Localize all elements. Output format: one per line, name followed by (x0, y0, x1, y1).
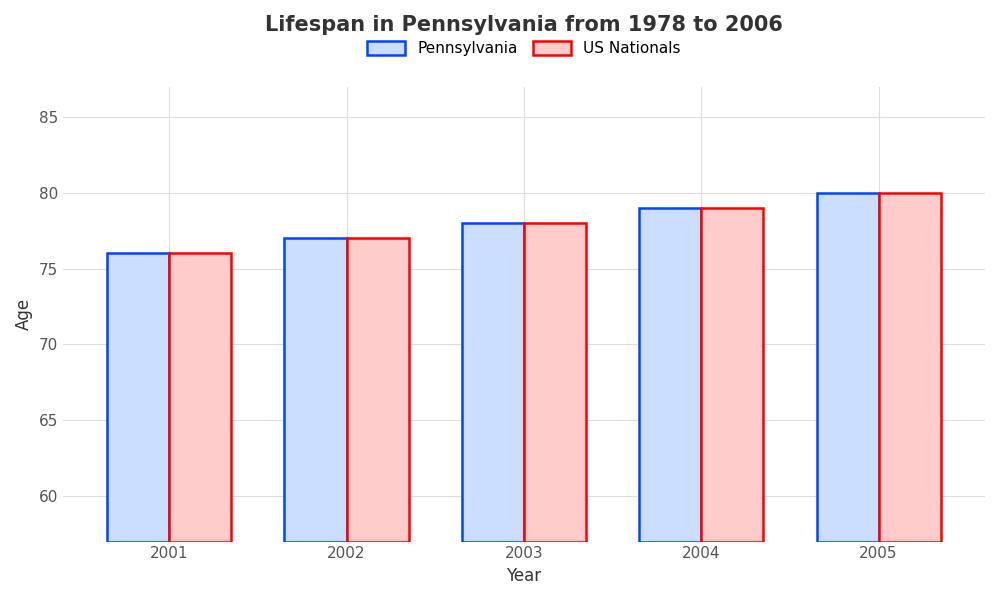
X-axis label: Year: Year (506, 567, 541, 585)
Bar (462, 223, 524, 542)
Title: Lifespan in Pennsylvania from 1978 to 2006: Lifespan in Pennsylvania from 1978 to 20… (265, 15, 783, 35)
Bar (524, 223, 586, 542)
Bar (639, 208, 701, 542)
Bar (284, 238, 347, 542)
Bar (701, 208, 763, 542)
Bar (879, 193, 941, 542)
Bar (169, 253, 231, 542)
Legend: Pennsylvania, US Nationals: Pennsylvania, US Nationals (361, 35, 687, 62)
Bar (817, 193, 879, 542)
Y-axis label: Age: Age (15, 298, 33, 330)
Bar (347, 238, 409, 542)
Bar (107, 253, 169, 542)
